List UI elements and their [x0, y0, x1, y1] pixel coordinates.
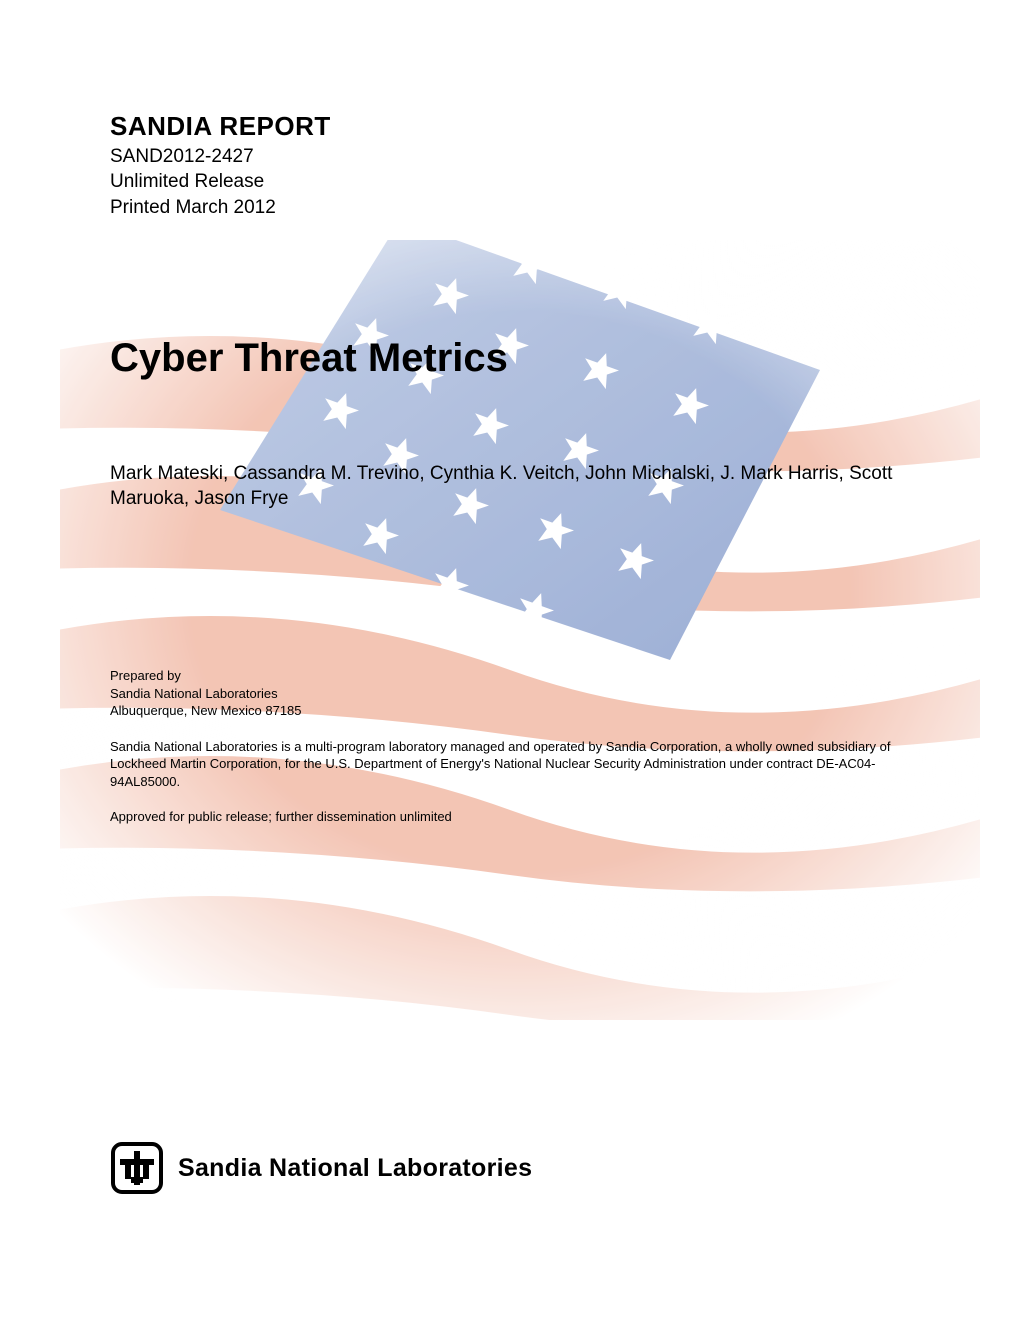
- page-content: SANDIA REPORT SAND2012-2427 Unlimited Re…: [0, 0, 1020, 826]
- report-label: SANDIA REPORT: [110, 110, 910, 144]
- document-title: Cyber Threat Metrics: [110, 336, 910, 381]
- approval-statement: Approved for public release; further dis…: [110, 808, 910, 826]
- report-header: SANDIA REPORT SAND2012-2427 Unlimited Re…: [110, 110, 910, 221]
- report-number: SAND2012-2427: [110, 144, 910, 170]
- org-description: Sandia National Laboratories is a multi-…: [110, 738, 910, 791]
- prepared-line2: Sandia National Laboratories: [110, 685, 910, 703]
- print-date: Printed March 2012: [110, 195, 910, 221]
- prepared-by-block: Prepared by Sandia National Laboratories…: [110, 667, 910, 720]
- sandia-thunderbird-icon: [110, 1141, 164, 1195]
- prepared-line3: Albuquerque, New Mexico 87185: [110, 702, 910, 720]
- authors-list: Mark Mateski, Cassandra M. Trevino, Cynt…: [110, 461, 910, 512]
- logo-block: Sandia National Laboratories: [110, 1141, 532, 1195]
- release-type: Unlimited Release: [110, 169, 910, 195]
- logo-text: Sandia National Laboratories: [178, 1154, 532, 1183]
- prepared-line1: Prepared by: [110, 667, 910, 685]
